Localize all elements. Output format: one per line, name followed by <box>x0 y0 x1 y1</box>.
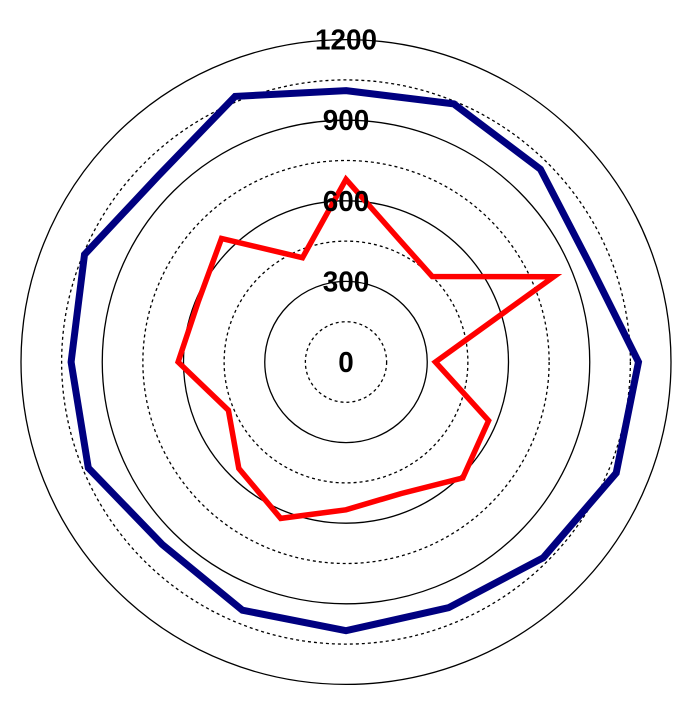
radial-tick-label: 300 <box>323 266 370 298</box>
grid-ring <box>182 200 510 524</box>
grid-ring <box>20 38 672 686</box>
grid-ring <box>223 240 469 484</box>
radial-tick-label: 0 <box>338 347 354 379</box>
grid-ring <box>60 79 632 645</box>
grid-ring <box>142 159 550 565</box>
series-line-2 <box>174 174 563 522</box>
series-line-1 <box>67 87 643 635</box>
grid-ring <box>101 119 591 605</box>
series-layer <box>67 87 643 635</box>
grid-rings <box>20 38 672 686</box>
grid-ring <box>304 321 388 403</box>
radial-tick-label: 900 <box>323 105 370 137</box>
radial-tick-label: 1200 <box>315 25 377 57</box>
radial-tick-labels: 0 300 600 900 1200 <box>315 25 377 379</box>
grid-ring <box>264 280 428 444</box>
radial-tick-label: 600 <box>323 186 370 218</box>
